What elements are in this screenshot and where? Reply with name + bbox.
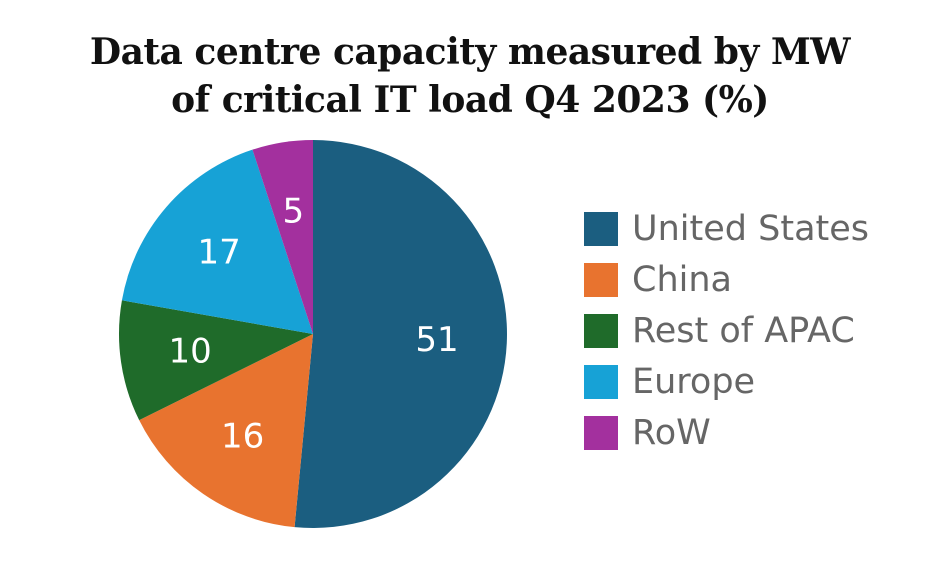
pie-slice-row (252, 140, 313, 334)
slice-labels: 51 16 10 17 5 (168, 191, 458, 456)
pie-slice-rest-of-apac (119, 300, 313, 421)
legend-swatch-europe (584, 365, 618, 399)
legend-label-europe: Europe (632, 362, 755, 402)
legend-label-row: RoW (632, 413, 711, 453)
legend: United States China Rest of APAC Europe RoW (584, 209, 869, 453)
chart-title: Data centre capacity measured by MW of c… (0, 28, 940, 124)
chart-title-line-2: of critical IT load Q4 2023 (%) (171, 79, 769, 121)
legend-swatch-row (584, 416, 618, 450)
pie-slice-europe (121, 149, 313, 334)
legend-swatch-united-states (584, 212, 618, 246)
legend-label-rest-of-apac: Rest of APAC (632, 311, 855, 351)
pie-slice-china (139, 334, 313, 528)
slice-label-united-states: 51 (415, 320, 458, 360)
legend-label-united-states: United States (632, 209, 869, 249)
legend-label-china: China (632, 260, 732, 300)
slice-label-row: 5 (283, 191, 305, 231)
pie-slices (119, 140, 507, 529)
slice-label-rest-of-apac: 10 (168, 332, 211, 372)
legend-swatch-rest-of-apac (584, 314, 618, 348)
legend-swatch-china (584, 263, 618, 297)
slice-label-europe: 17 (198, 233, 241, 273)
chart-title-line-1: Data centre capacity measured by MW (89, 31, 851, 73)
slice-label-china: 16 (221, 416, 264, 456)
pie-slice-united-states (294, 140, 507, 529)
